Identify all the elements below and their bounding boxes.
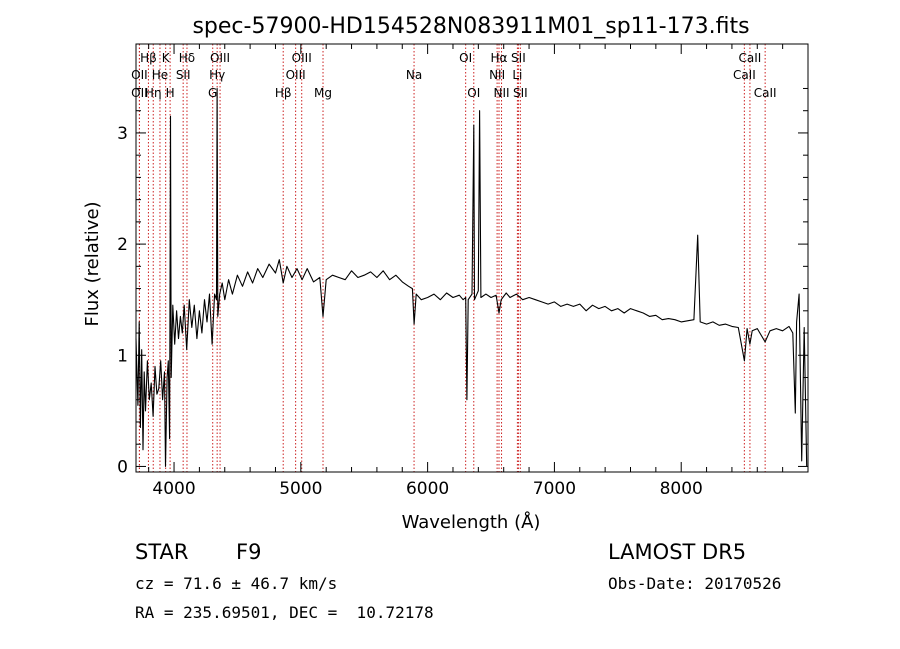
chart-title: spec-57900-HD154528N083911M01_sp11-173.f… <box>192 14 749 39</box>
object-class: STAR <box>135 540 189 564</box>
line-label: NII <box>489 68 505 82</box>
x-axis-label: Wavelength (Å) <box>402 511 541 533</box>
spectrum-series <box>135 87 808 467</box>
plot-frame <box>135 43 809 473</box>
line-label: OIII <box>292 51 312 65</box>
survey-name: LAMOST DR5 <box>608 540 747 564</box>
spectrum-line <box>135 87 808 467</box>
line-label: OII <box>131 68 148 82</box>
line-label: OIII <box>286 68 306 82</box>
coordinates: RA = 235.69501, DEC = 10.72178 <box>135 603 434 622</box>
y-tick-label: 0 <box>117 457 128 477</box>
observation-date: Obs-Date: 20170526 <box>608 574 782 593</box>
line-label: Hβ <box>140 51 157 65</box>
plot-axes: 4000 5000 6000 7000 8000 0 1 2 3 <box>117 43 809 499</box>
line-label: CaII <box>733 68 756 82</box>
line-label: NII <box>494 86 510 100</box>
spectrum-chart: spec-57900-HD154528N083911M01_sp11-173.f… <box>82 14 809 533</box>
line-label: OIII <box>210 51 230 65</box>
line-label: OII <box>131 86 148 100</box>
x-tick-label: 6000 <box>406 479 449 499</box>
line-label: Hδ <box>179 51 195 65</box>
line-label: Na <box>406 68 422 82</box>
x-tick-label: 5000 <box>279 479 322 499</box>
line-label: Hβ <box>275 86 292 100</box>
y-tick-label: 3 <box>117 124 128 144</box>
line-label: Mg <box>314 86 332 100</box>
redshift-velocity: cz = 71.6 ± 46.7 km/s <box>135 574 338 593</box>
line-label: G <box>208 86 217 100</box>
line-label: Hα <box>491 51 508 65</box>
line-label: H <box>166 86 175 100</box>
y-axis-label: Flux (relative) <box>82 201 103 326</box>
line-label: Hγ <box>209 68 225 82</box>
line-label: SII <box>513 86 528 100</box>
y-tick-label: 2 <box>117 235 128 255</box>
line-label: OI <box>467 86 480 100</box>
line-label: SII <box>176 68 191 82</box>
line-label: OI <box>459 51 472 65</box>
line-label: Li <box>512 68 522 82</box>
line-label: He <box>152 68 168 82</box>
object-subclass: F9 <box>236 540 262 564</box>
x-tick-label: 4000 <box>152 479 195 499</box>
x-tick-label: 8000 <box>660 479 703 499</box>
line-label: SII <box>511 51 526 65</box>
line-label: CaII <box>739 51 762 65</box>
x-tick-label: 7000 <box>533 479 576 499</box>
y-tick-label: 1 <box>117 346 128 366</box>
line-label: K <box>162 51 171 65</box>
spectral-line-markers <box>138 44 766 472</box>
line-label: CaII <box>754 86 777 100</box>
line-label: Hη <box>145 86 162 100</box>
